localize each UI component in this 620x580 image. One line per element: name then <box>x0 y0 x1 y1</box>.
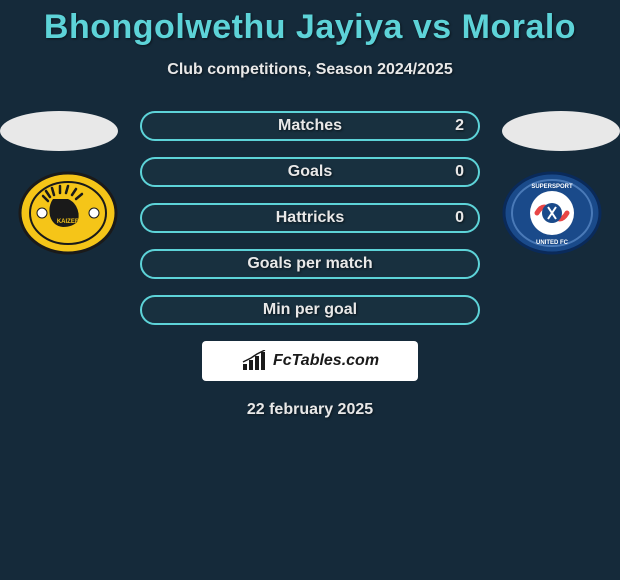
svg-text:KAIZER: KAIZER <box>57 219 80 225</box>
subtitle: Club competitions, Season 2024/2025 <box>0 61 620 79</box>
stat-row-goals: Goals 0 <box>140 157 480 187</box>
stat-row-matches: Matches 2 <box>140 111 480 141</box>
stat-value-right: 2 <box>455 117 464 135</box>
chart-icon <box>241 350 269 372</box>
branding-badge: FcTables.com <box>202 341 418 381</box>
stat-row-goals-per-match: Goals per match <box>140 249 480 279</box>
stat-rows: Matches 2 Goals 0 Hattricks 0 Goals per … <box>140 111 480 325</box>
stat-label: Hattricks <box>276 209 344 227</box>
svg-text:SUPERSPORT: SUPERSPORT <box>531 184 573 190</box>
stat-row-hattricks: Hattricks 0 <box>140 203 480 233</box>
stat-label: Matches <box>278 117 342 135</box>
date-line: 22 february 2025 <box>0 401 620 419</box>
brand-text: FcTables.com <box>273 352 379 370</box>
comparison-area: KAIZER SUPERSPORT UNITED FC Matches 2 Go… <box>0 111 620 419</box>
stat-label: Goals <box>288 163 332 181</box>
stat-row-min-per-goal: Min per goal <box>140 295 480 325</box>
club-logo-right: SUPERSPORT UNITED FC <box>502 171 602 255</box>
stat-value-right: 0 <box>455 163 464 181</box>
player-avatar-left <box>0 111 118 151</box>
club-logo-left: KAIZER <box>18 171 118 255</box>
stat-label: Goals per match <box>247 255 372 273</box>
stat-value-right: 0 <box>455 209 464 227</box>
stat-label: Min per goal <box>263 301 357 319</box>
player-avatar-right <box>502 111 620 151</box>
page-title: Bhongolwethu Jayiya vs Moralo <box>0 0 620 47</box>
svg-text:UNITED FC: UNITED FC <box>536 240 569 246</box>
